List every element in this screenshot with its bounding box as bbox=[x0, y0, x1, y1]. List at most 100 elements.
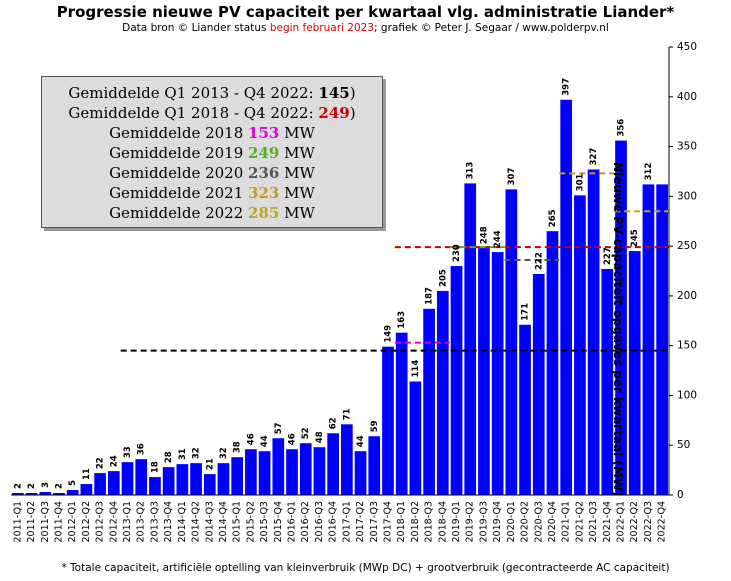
y-tick-label: 0 bbox=[677, 489, 684, 501]
bar bbox=[423, 308, 435, 495]
x-tick-label: 2022-Q2 bbox=[629, 501, 640, 542]
bar bbox=[450, 266, 463, 495]
x-tick-label: 2021-Q4 bbox=[602, 501, 613, 542]
x-tick-label: 2017-Q4 bbox=[382, 501, 393, 542]
bar bbox=[25, 493, 38, 495]
bar bbox=[313, 447, 326, 495]
bar-value-label: 222 bbox=[534, 252, 544, 270]
legend-label: Gemiddelde 2019 bbox=[109, 144, 244, 162]
bar bbox=[574, 195, 586, 496]
x-tick-label: 2014-Q1 bbox=[177, 501, 188, 542]
bar bbox=[272, 438, 285, 495]
x-tick-label: 2021-Q2 bbox=[574, 501, 585, 542]
legend-value: 236 bbox=[248, 164, 280, 182]
bar-value-label: 248 bbox=[479, 226, 489, 244]
x-tick-label: 2018-Q3 bbox=[424, 501, 435, 542]
averages-legend: Gemiddelde Q1 2013 - Q4 2022: 145) Gemid… bbox=[41, 76, 383, 228]
bar bbox=[299, 443, 312, 495]
bar-value-label: 163 bbox=[397, 311, 407, 329]
bar-value-label: 265 bbox=[548, 209, 558, 227]
x-tick-label: 2014-Q3 bbox=[204, 501, 215, 542]
legend-suffix: MW bbox=[284, 124, 315, 142]
legend-value: 145 bbox=[318, 84, 350, 102]
legend-row: Gemiddelde 2020 236 MW bbox=[42, 164, 382, 182]
legend-value: 153 bbox=[248, 124, 280, 142]
legend-suffix: ) bbox=[349, 84, 356, 102]
chart-title: Progressie nieuwe PV capaciteit per kwar… bbox=[56, 3, 675, 21]
bar-value-label: 2 bbox=[54, 483, 64, 489]
bar-value-label: 32 bbox=[192, 447, 202, 459]
chart-subtitle: Data bron © Liander status begin februar… bbox=[0, 22, 731, 34]
x-tick-label: 2013-Q1 bbox=[122, 501, 133, 542]
y-tick-label: 100 bbox=[677, 389, 697, 401]
y-tick-label: 350 bbox=[677, 141, 697, 153]
bar bbox=[176, 464, 189, 495]
bar-value-label: 187 bbox=[425, 287, 435, 305]
bars-group bbox=[12, 99, 668, 496]
bar-value-label: 245 bbox=[630, 229, 640, 247]
x-tick-label: 2019-Q4 bbox=[492, 501, 503, 542]
bar-value-label: 205 bbox=[438, 269, 448, 287]
x-tick-label: 2011-Q3 bbox=[40, 501, 51, 542]
bar-value-label: 18 bbox=[150, 461, 160, 473]
legend-label: Gemiddelde Q1 2013 - Q4 2022: bbox=[68, 84, 314, 102]
bar-value-label: 2 bbox=[27, 483, 37, 489]
bar bbox=[491, 252, 504, 495]
x-tick-label: 2011-Q4 bbox=[53, 501, 64, 542]
bar-value-label: 21 bbox=[205, 458, 215, 470]
bar bbox=[354, 451, 367, 495]
bar bbox=[505, 189, 518, 495]
bar bbox=[436, 290, 449, 495]
bar-value-label: 59 bbox=[370, 420, 380, 432]
y-axis-label: Nieuwe PV-capaciteit opgaves per kwartaa… bbox=[611, 162, 625, 497]
x-tick-label: 2022-Q3 bbox=[643, 501, 654, 542]
bar bbox=[532, 273, 545, 495]
bar bbox=[546, 231, 559, 495]
bar bbox=[135, 459, 148, 495]
legend-suffix: MW bbox=[284, 144, 315, 162]
bar-value-label: 3 bbox=[41, 482, 51, 488]
legend-value: 249 bbox=[318, 104, 350, 122]
x-tick-label: 2021-Q3 bbox=[588, 501, 599, 542]
x-tick-label: 2012-Q1 bbox=[67, 501, 78, 542]
bar-value-label: 301 bbox=[575, 174, 585, 192]
x-tick-label: 2018-Q4 bbox=[437, 501, 448, 542]
bar-value-label: 46 bbox=[246, 433, 256, 445]
bar-value-label: 312 bbox=[644, 163, 654, 181]
bar-value-label: 227 bbox=[603, 247, 613, 265]
bar bbox=[107, 471, 120, 495]
bar bbox=[190, 463, 202, 495]
x-tick-label: 2012-Q4 bbox=[108, 501, 119, 542]
bar bbox=[587, 169, 600, 495]
legend-suffix: ) bbox=[349, 104, 356, 122]
bar-value-label: 24 bbox=[109, 455, 119, 467]
x-tick-label: 2013-Q3 bbox=[149, 501, 160, 542]
bar bbox=[615, 140, 627, 496]
bar-value-label: 57 bbox=[274, 422, 284, 434]
x-tick-label: 2020-Q2 bbox=[520, 501, 531, 542]
x-tick-label: 2015-Q1 bbox=[232, 501, 243, 542]
x-tick-label: 2017-Q3 bbox=[369, 501, 380, 542]
x-tick-label: 2017-Q1 bbox=[341, 501, 352, 542]
bar-value-label: 171 bbox=[521, 303, 531, 321]
y-tick-label: 300 bbox=[677, 190, 697, 202]
x-tick-label: 2015-Q3 bbox=[259, 501, 270, 542]
bar bbox=[341, 424, 353, 495]
legend-row: Gemiddelde 2019 249 MW bbox=[42, 144, 382, 162]
x-tick-label: 2022-Q4 bbox=[657, 501, 668, 542]
bar bbox=[478, 248, 490, 495]
x-tick-label: 2014-Q2 bbox=[191, 501, 202, 542]
bar bbox=[53, 493, 65, 495]
bar-value-label: 5 bbox=[68, 480, 78, 486]
x-tick-label: 2018-Q1 bbox=[396, 501, 407, 542]
legend-label: Gemiddelde 2018 bbox=[109, 124, 244, 142]
bar-value-label: 36 bbox=[137, 443, 147, 455]
bar-value-label: 44 bbox=[356, 435, 366, 447]
x-tick-label: 2020-Q4 bbox=[547, 501, 558, 542]
bar-value-label: 71 bbox=[342, 408, 352, 420]
bar-value-label: 313 bbox=[466, 162, 476, 180]
bar bbox=[231, 457, 244, 495]
axes-group: 2011-Q1 2011-Q2 2011-Q3 2011-Q4 2012-Q1 2012-… bbox=[11, 41, 697, 542]
